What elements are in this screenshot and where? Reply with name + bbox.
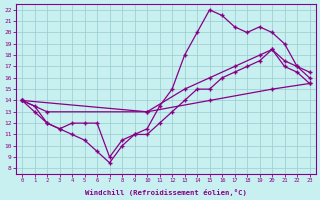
X-axis label: Windchill (Refroidissement éolien,°C): Windchill (Refroidissement éolien,°C) <box>85 189 247 196</box>
